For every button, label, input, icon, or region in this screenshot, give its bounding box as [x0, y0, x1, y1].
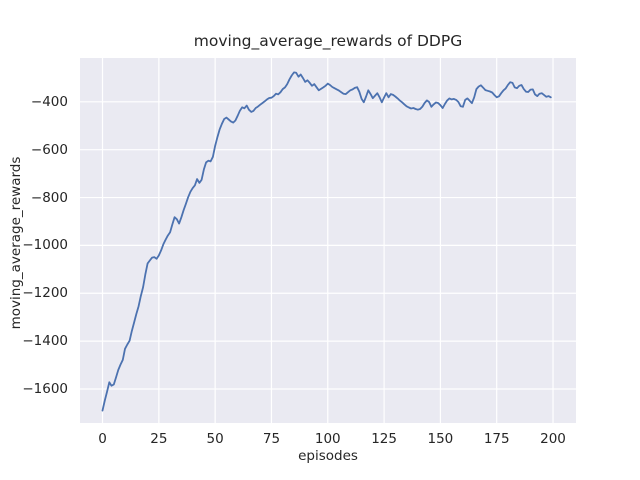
- y-tick-label: −600: [30, 141, 68, 158]
- y-tick-label: −400: [30, 93, 68, 110]
- y-tick-label: −1400: [22, 333, 68, 350]
- y-tick-label: −1200: [22, 285, 68, 302]
- x-tick-label: 50: [206, 431, 224, 447]
- x-tick-label: 0: [98, 431, 107, 447]
- y-tick-label: −800: [30, 189, 68, 206]
- x-tick-label: 125: [371, 431, 397, 447]
- x-tick-label: 100: [314, 431, 341, 447]
- y-tick-label: −1000: [22, 237, 68, 254]
- x-tick-label: 75: [262, 431, 281, 447]
- x-tick-label: 150: [427, 431, 454, 447]
- x-tick-label: 25: [150, 431, 168, 447]
- x-axis-label: episodes: [298, 448, 358, 464]
- y-tick-label: −1600: [22, 381, 68, 397]
- chart-title: moving_average_rewards of DDPG: [193, 32, 463, 50]
- series-line-moving_average_rewards: [101, 71, 552, 412]
- x-tick-label: 175: [483, 431, 510, 447]
- x-tick-label: 200: [540, 431, 566, 447]
